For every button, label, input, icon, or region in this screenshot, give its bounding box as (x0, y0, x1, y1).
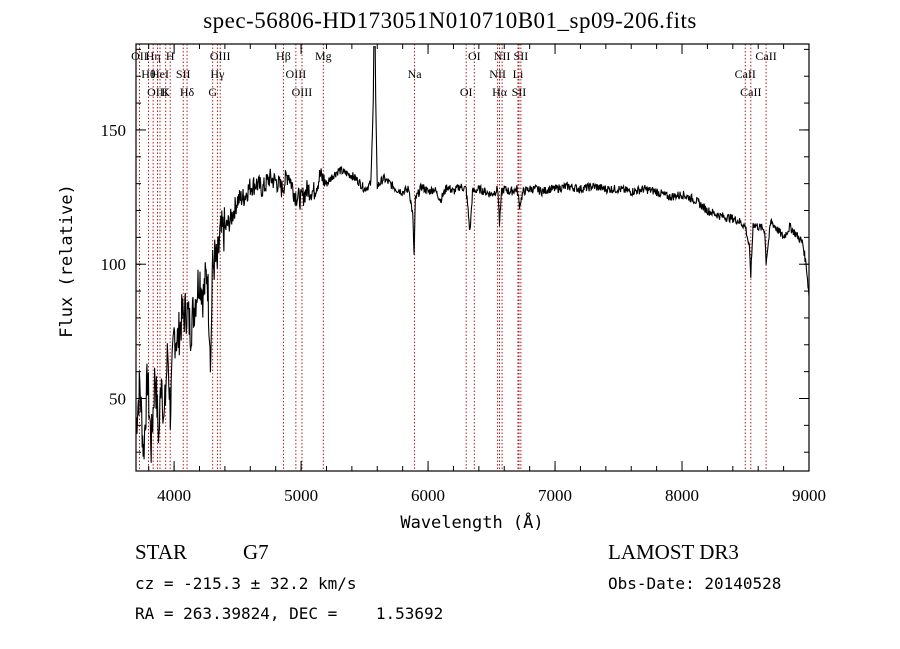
coordinates: RA = 263.39824, DEC = 1.53692 (135, 604, 444, 623)
line-marker-label: NII (494, 49, 511, 63)
line-marker-label: Hγ (210, 67, 225, 81)
observation-date: Obs-Date: 20140528 (608, 574, 782, 593)
line-marker-label: SII (512, 85, 527, 99)
spectral-subclass: G7 (243, 540, 269, 564)
x-tick-label: 5000 (284, 486, 318, 505)
x-axis-label: Wavelength (Å) (400, 511, 543, 533)
line-marker-label: Hα (492, 85, 508, 99)
page-title: spec-56806-HD173051N010710B01_sp09-206.f… (203, 8, 697, 33)
line-marker-label: OIII (286, 67, 307, 81)
line-marker-label: OIII (147, 85, 168, 99)
line-marker-label: Mg (315, 49, 332, 63)
survey-name: LAMOST DR3 (608, 540, 739, 564)
object-class: STAR (135, 540, 187, 564)
x-tick-label: 7000 (538, 486, 572, 505)
line-marker-label: HeI (151, 67, 169, 81)
line-marker-label: G (208, 85, 217, 99)
line-marker-label: NII (489, 67, 506, 81)
line-marker-label: SII (176, 67, 191, 81)
line-marker-label: CaII (735, 67, 756, 81)
x-tick-label: 6000 (411, 486, 445, 505)
y-tick-label: 150 (101, 121, 127, 140)
line-marker-label: H (166, 49, 175, 63)
line-marker-label: Na (408, 67, 423, 81)
y-axis-label: Flux (relative) (57, 184, 77, 338)
line-marker-label: SII (514, 49, 529, 63)
line-marker-label: Li (513, 67, 524, 81)
x-tick-label: 9000 (792, 486, 826, 505)
axis-tick-labels: 4000 5000 6000 7000 8000 9000 50 100 150 (101, 121, 827, 505)
emission-line-markers (138, 44, 767, 471)
line-marker-label: K (161, 85, 170, 99)
y-tick-label: 50 (109, 389, 126, 408)
x-tick-label: 4000 (157, 486, 191, 505)
line-marker-label: CaII (755, 49, 776, 63)
line-marker-label: Hδ (180, 85, 195, 99)
y-tick-label: 100 (101, 255, 127, 274)
emission-line-labels: OIIHθOIIIHηHeIKHSIIHδOIIIHγGHβOIIIOIIIMg… (131, 49, 777, 99)
line-marker-label: Hβ (276, 49, 291, 63)
line-marker-label: OIII (292, 85, 313, 99)
plot-frame (135, 43, 810, 472)
line-marker-label: Hη (146, 49, 161, 63)
axis-ticks (136, 44, 810, 471)
line-marker-label: OI (468, 49, 481, 63)
x-tick-label: 8000 (665, 486, 699, 505)
redshift-velocity: cz = -215.3 ± 32.2 km/s (135, 574, 357, 593)
line-marker-label: OI (460, 85, 473, 99)
line-marker-label: OIII (210, 49, 231, 63)
spectrum-series-line (135, 46, 810, 463)
line-marker-label: CaII (740, 85, 761, 99)
line-marker-label: Hθ (141, 67, 156, 81)
line-marker-label: OII (131, 49, 148, 63)
